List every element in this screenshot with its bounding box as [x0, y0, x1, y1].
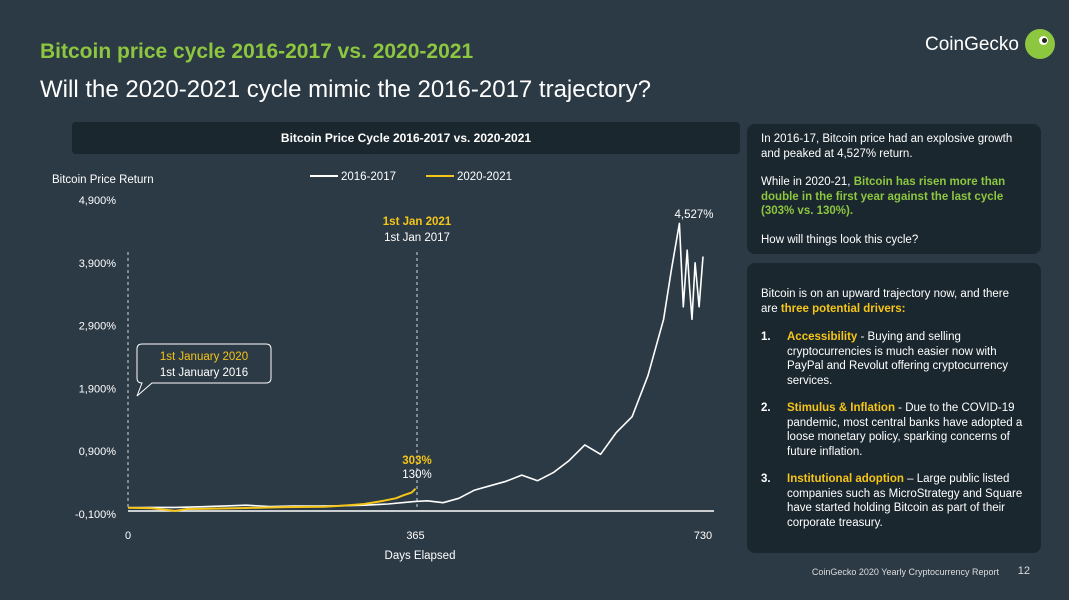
series-line-2020-2021 [127, 487, 417, 512]
driver-title: Accessibility [787, 331, 858, 343]
y-axis: 4,900% 3,900% 2,900% 1,900% 0,900% -0,100% [75, 195, 116, 521]
driver-item: 3. Institutional adoption – Large public… [761, 472, 1027, 530]
driver-title: Institutional adoption [787, 473, 904, 485]
y-tick-label: -0,100% [75, 509, 116, 521]
driver-title: Stimulus & Inflation [787, 402, 895, 414]
driver-item: 1. Accessibility - Buying and selling cr… [761, 330, 1027, 388]
driver-number: 3. [761, 473, 771, 485]
insight-highlight: Bitcoin has risen more than double in th… [761, 176, 1006, 217]
page-number: 12 [1017, 565, 1030, 577]
legend-label-2016: 2016-2017 [341, 171, 396, 183]
driver-text: - Buying and selling cryptocurrencies is… [787, 331, 1008, 387]
slide-title: Bitcoin price cycle 2016-2017 vs. 2020-2… [40, 40, 474, 63]
drivers-panel: Bitcoin is on an upward trajectory now, … [747, 263, 1041, 553]
driver-item: 2. Stimulus & Inflation - Due to the COV… [761, 401, 1027, 459]
annotation-peak: 4,527% [674, 209, 713, 221]
annotation-jan2020: 1st January 2020 [160, 351, 248, 363]
chart-title: Bitcoin Price Cycle 2016-2017 vs. 2020-2… [72, 122, 740, 154]
insight-question: How will things look this cycle? [761, 233, 919, 246]
driver-text: - Due to the COVID-19 pandemic, most cen… [787, 402, 1023, 458]
insight-panel: In 2016-17, Bitcoin price had an explosi… [747, 124, 1041, 254]
annotation-303: 303% [402, 455, 431, 467]
y-tick-label: 1,900% [79, 383, 117, 395]
x-axis: 0 365 730 [125, 530, 712, 542]
legend-label-2020: 2020-2021 [457, 171, 512, 183]
brand-name: CoinGecko [925, 34, 1019, 55]
drivers-intro: Bitcoin is on an upward trajectory now, … [761, 288, 1010, 315]
y-axis-label: Bitcoin Price Return [52, 174, 154, 186]
annotation-callout-box [136, 343, 272, 397]
annotation-jan2016: 1st January 2016 [160, 367, 248, 379]
x-tick-label: 365 [406, 530, 424, 542]
drivers-intro-highlight: three potential drivers: [780, 302, 906, 315]
annotation-jan2017: 1st Jan 2017 [384, 232, 450, 244]
y-tick-label: 2,900% [79, 321, 117, 333]
y-tick-label: 3,900% [79, 258, 117, 270]
footer-report: CoinGecko 2020 Yearly Cryptocurrency Rep… [811, 567, 999, 577]
coingecko-logo-icon [1025, 29, 1055, 59]
y-tick-label: 0,900% [79, 446, 117, 458]
annotation-130: 130% [402, 469, 431, 481]
y-tick-label: 4,900% [79, 195, 117, 207]
insight-text-1: In 2016-17, Bitcoin price had an explosi… [761, 133, 1013, 160]
insight-text-2: While in 2020-21, Bitcoin has risen more… [761, 176, 1006, 217]
slide-subtitle: Will the 2020-2021 cycle mimic the 2016-… [40, 76, 651, 103]
annotation-jan2021: 1st Jan 2021 [383, 216, 452, 228]
chart: 4,900% 3,900% 2,900% 1,900% 0,900% -0,100% 0 3… [52, 171, 714, 562]
x-tick-label: 730 [694, 530, 712, 542]
driver-number: 2. [761, 402, 771, 414]
driver-number: 1. [761, 331, 771, 343]
x-axis-label: Days Elapsed [385, 550, 456, 562]
x-tick-label: 0 [125, 530, 131, 542]
driver-text: – Large public listed companies such as … [787, 473, 1023, 529]
